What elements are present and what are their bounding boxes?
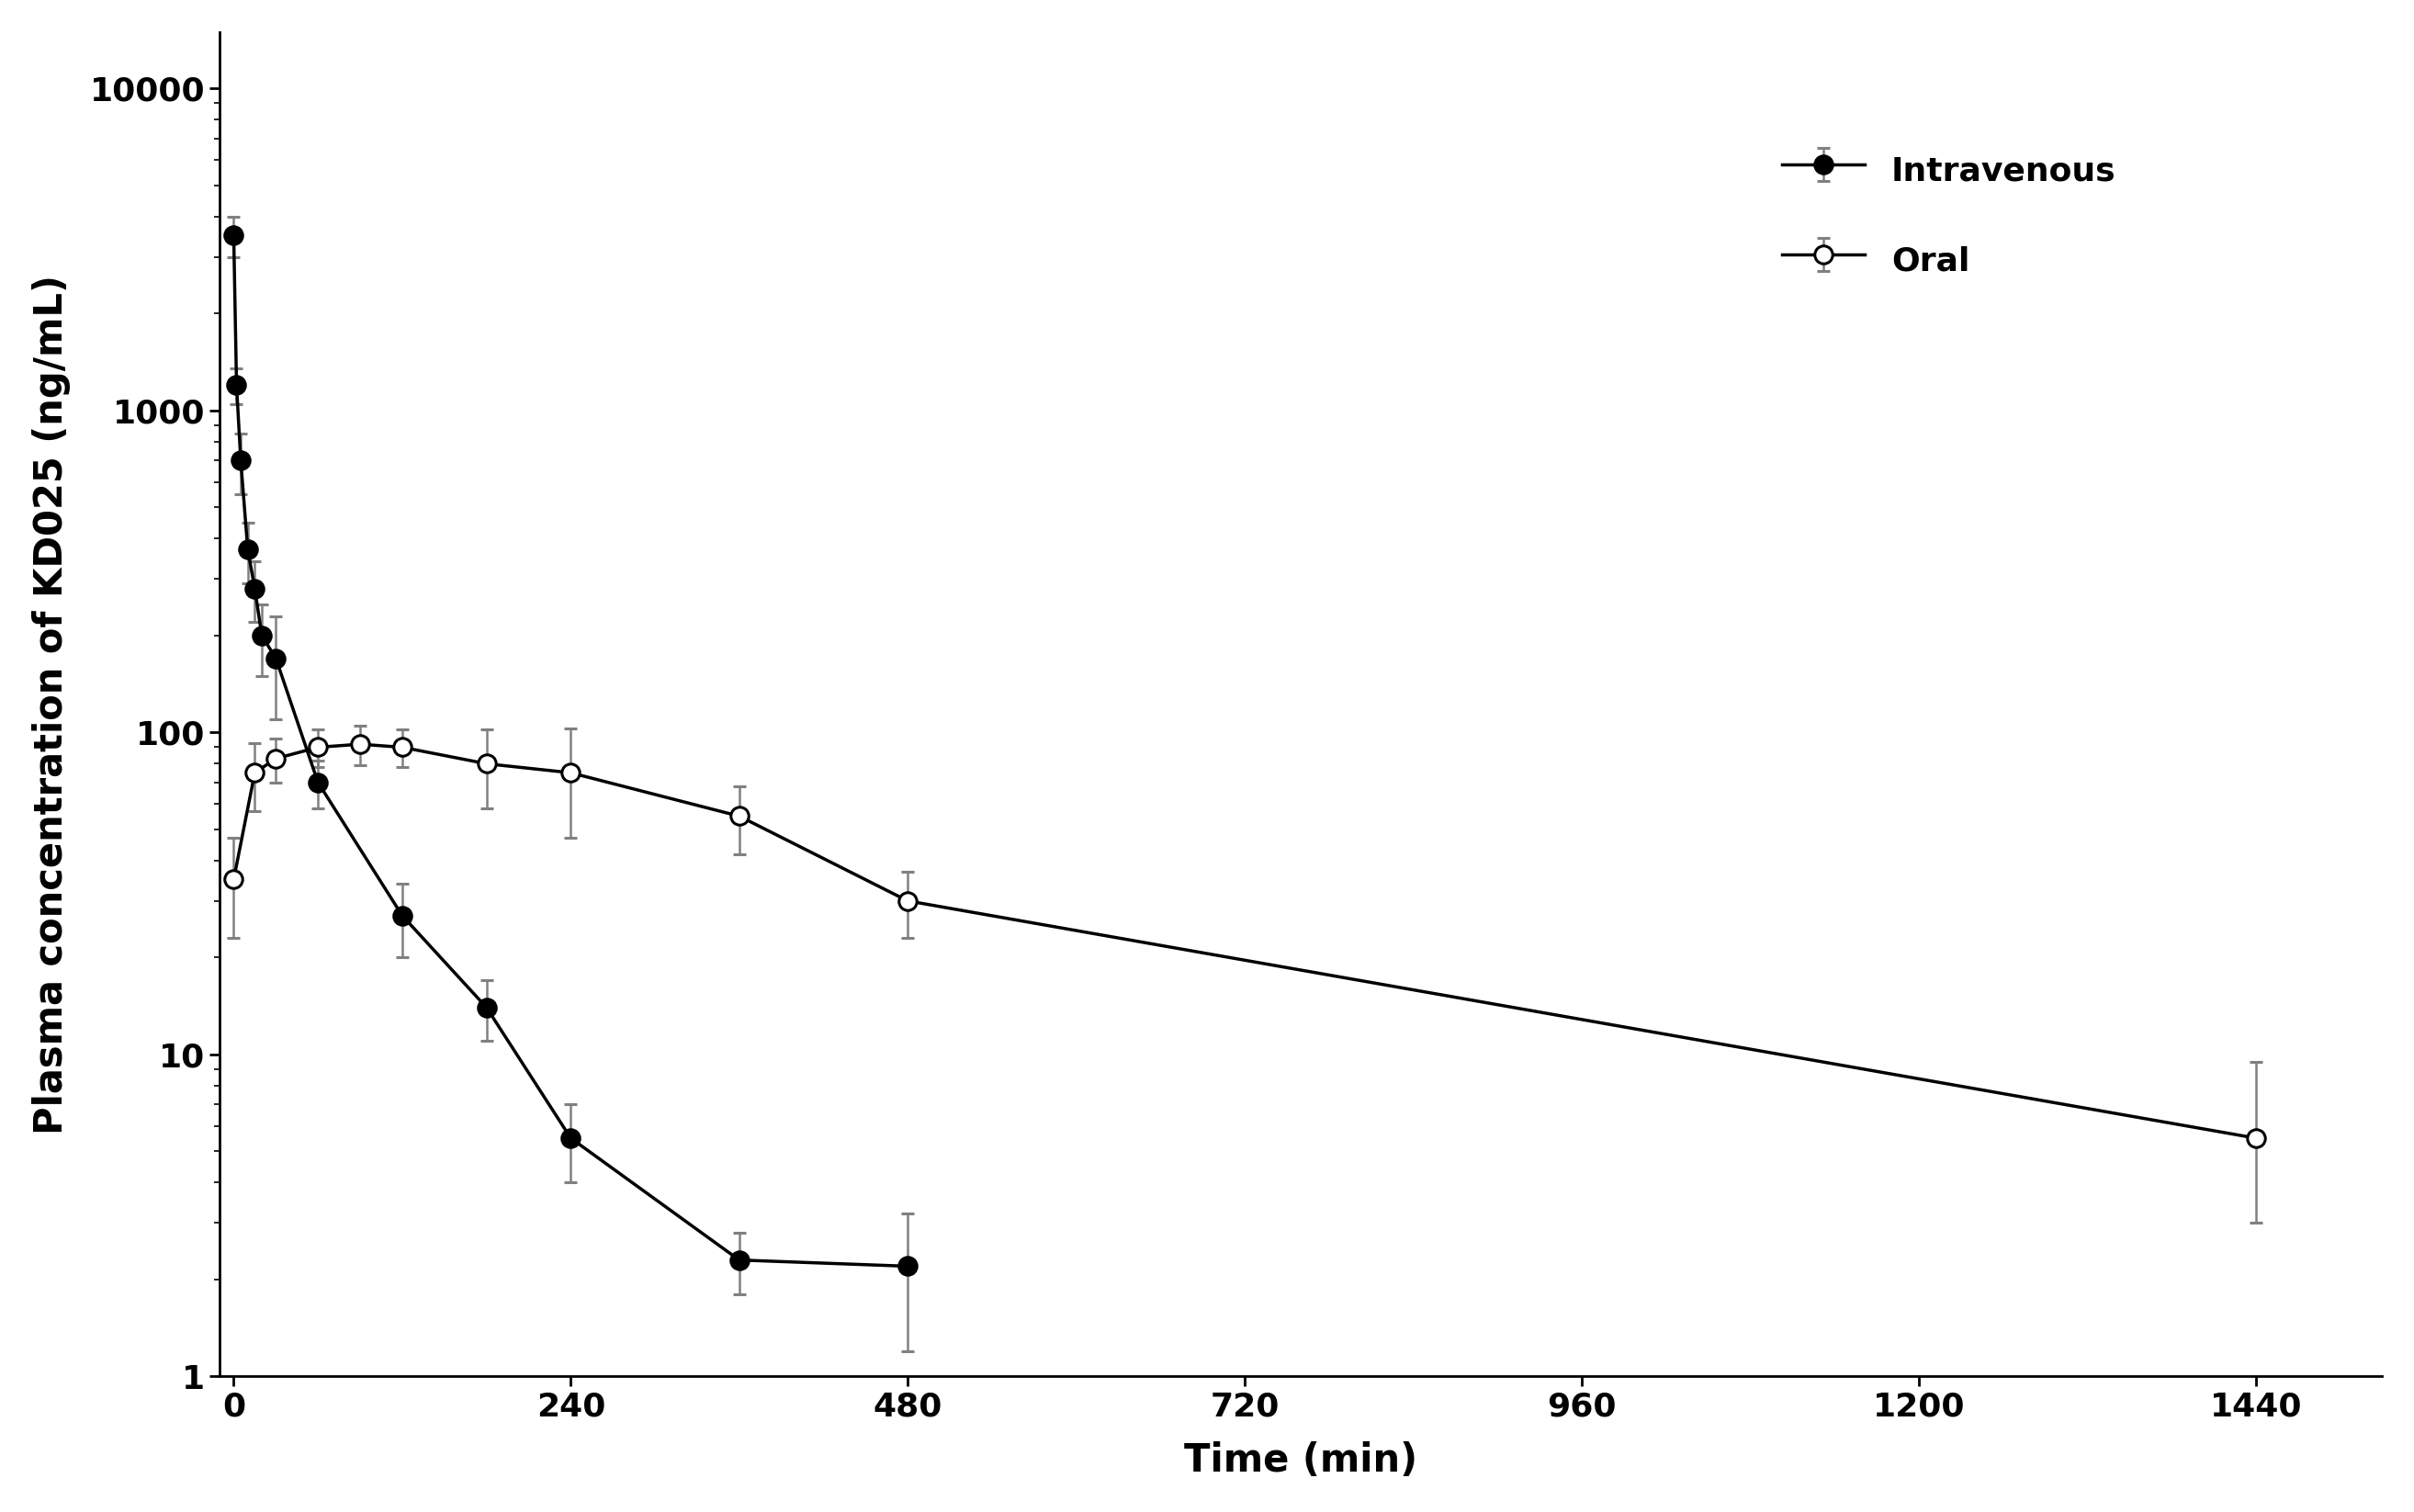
- Y-axis label: Plasma concentration of KD025 (ng/mL): Plasma concentration of KD025 (ng/mL): [31, 274, 70, 1134]
- Legend: Intravenous, Oral: Intravenous, Oral: [1748, 116, 2148, 313]
- X-axis label: Time (min): Time (min): [1185, 1441, 1417, 1480]
